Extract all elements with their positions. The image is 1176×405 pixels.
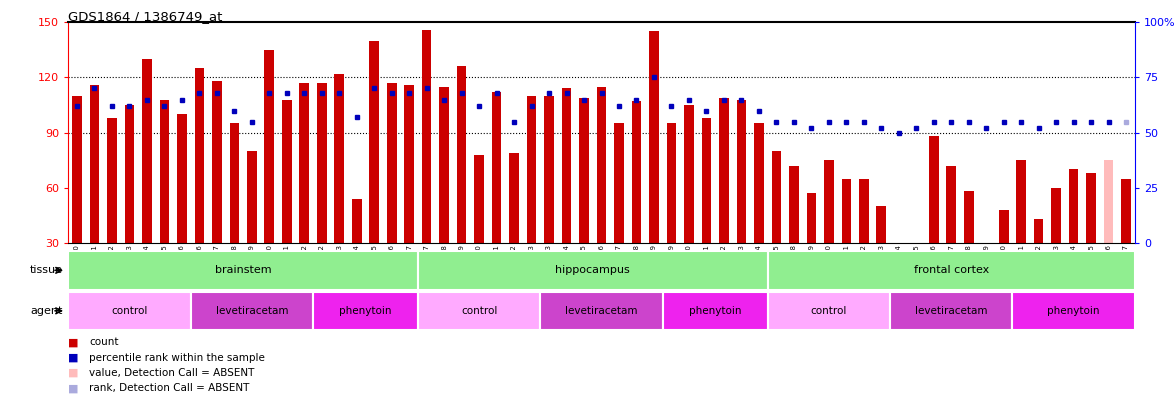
Text: frontal cortex: frontal cortex: [914, 265, 989, 275]
Bar: [771, 151, 781, 243]
Text: ■: ■: [68, 368, 79, 378]
Bar: [417, 251, 768, 290]
Bar: [1016, 160, 1025, 243]
Text: tissue: tissue: [29, 265, 62, 275]
Bar: [89, 85, 99, 243]
Bar: [318, 83, 327, 243]
Text: phenytoin: phenytoin: [339, 306, 392, 316]
Bar: [440, 87, 449, 243]
Text: ■: ■: [68, 353, 79, 362]
Bar: [632, 101, 641, 243]
Bar: [417, 292, 540, 330]
Bar: [107, 118, 116, 243]
Bar: [160, 100, 169, 243]
Text: percentile rank within the sample: percentile rank within the sample: [89, 353, 266, 362]
Bar: [142, 59, 152, 243]
Bar: [178, 114, 187, 243]
Text: levetiracetam: levetiracetam: [215, 306, 288, 316]
Bar: [768, 251, 1135, 290]
Bar: [212, 81, 221, 243]
Text: hippocampus: hippocampus: [555, 265, 630, 275]
Bar: [890, 292, 1013, 330]
Bar: [807, 193, 816, 243]
Bar: [719, 98, 729, 243]
Bar: [824, 160, 834, 243]
Bar: [422, 30, 432, 243]
Bar: [1121, 179, 1131, 243]
Text: rank, Detection Call = ABSENT: rank, Detection Call = ABSENT: [89, 384, 249, 393]
Text: ■: ■: [68, 384, 79, 393]
Bar: [509, 153, 519, 243]
Text: brainstem: brainstem: [215, 265, 272, 275]
Text: value, Detection Call = ABSENT: value, Detection Call = ABSENT: [89, 368, 255, 378]
Bar: [229, 124, 239, 243]
Text: phenytoin: phenytoin: [689, 306, 741, 316]
Text: levetiracetam: levetiracetam: [566, 306, 637, 316]
Text: GDS1864 / 1386749_at: GDS1864 / 1386749_at: [68, 10, 222, 23]
Bar: [964, 192, 974, 243]
Text: ■: ■: [68, 337, 79, 347]
Bar: [649, 32, 659, 243]
Bar: [842, 179, 851, 243]
Bar: [667, 124, 676, 243]
Bar: [562, 88, 572, 243]
Bar: [544, 96, 554, 243]
Bar: [702, 118, 711, 243]
Bar: [789, 166, 799, 243]
Text: control: control: [810, 306, 847, 316]
Bar: [540, 292, 663, 330]
Bar: [191, 292, 313, 330]
Bar: [300, 83, 309, 243]
Text: control: control: [112, 306, 148, 316]
Bar: [456, 66, 467, 243]
Bar: [125, 105, 134, 243]
Bar: [527, 96, 536, 243]
Text: count: count: [89, 337, 119, 347]
Bar: [754, 124, 763, 243]
Bar: [596, 87, 607, 243]
Bar: [247, 151, 256, 243]
Bar: [352, 199, 361, 243]
Bar: [580, 98, 589, 243]
Bar: [736, 100, 747, 243]
Bar: [282, 100, 292, 243]
Bar: [768, 292, 890, 330]
Bar: [911, 243, 921, 280]
Bar: [663, 292, 768, 330]
Bar: [369, 40, 379, 243]
Bar: [387, 83, 396, 243]
Bar: [876, 206, 886, 243]
Bar: [474, 155, 485, 243]
Bar: [982, 243, 991, 265]
Bar: [684, 105, 694, 243]
Text: agent: agent: [31, 306, 62, 316]
Bar: [334, 74, 345, 243]
Bar: [72, 96, 82, 243]
Bar: [265, 50, 274, 243]
Bar: [1013, 292, 1135, 330]
Bar: [947, 166, 956, 243]
Bar: [858, 179, 869, 243]
Bar: [194, 68, 205, 243]
Bar: [1034, 219, 1043, 243]
Bar: [614, 124, 623, 243]
Bar: [313, 292, 417, 330]
Bar: [1069, 169, 1078, 243]
Bar: [68, 292, 191, 330]
Bar: [1051, 188, 1061, 243]
Text: phenytoin: phenytoin: [1048, 306, 1100, 316]
Bar: [894, 243, 903, 276]
Bar: [929, 136, 938, 243]
Text: control: control: [461, 306, 497, 316]
Bar: [1087, 173, 1096, 243]
Bar: [68, 251, 417, 290]
Bar: [492, 92, 501, 243]
Text: levetiracetam: levetiracetam: [915, 306, 988, 316]
Bar: [998, 210, 1009, 243]
Bar: [405, 85, 414, 243]
Bar: [1104, 160, 1114, 243]
